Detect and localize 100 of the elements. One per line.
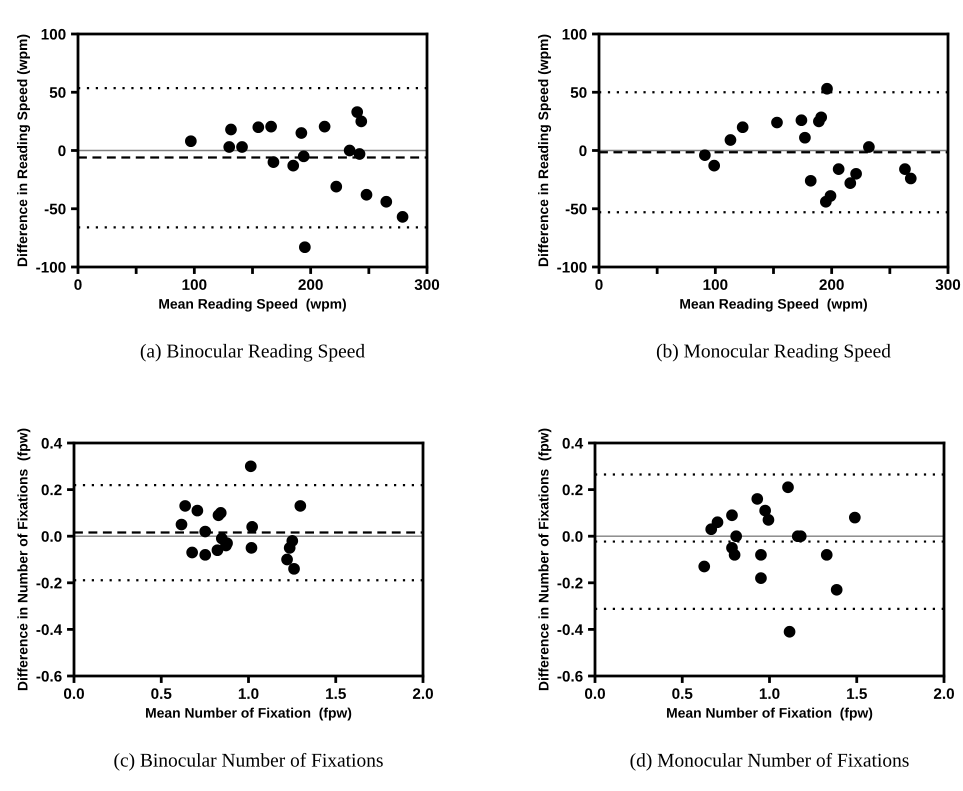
- x-tick-label: 100: [182, 279, 206, 290]
- x-tick-label: 0.5: [672, 688, 692, 700]
- point: [771, 116, 783, 128]
- point: [281, 554, 293, 566]
- point: [850, 168, 862, 180]
- point: [344, 144, 356, 156]
- point: [821, 82, 833, 95]
- point: [863, 141, 875, 153]
- point: [265, 120, 277, 132]
- point: [844, 177, 856, 189]
- point: [268, 156, 280, 168]
- text: (c) Binocular Number of Fixations: [114, 752, 383, 771]
- point: [699, 149, 711, 162]
- point: [212, 544, 224, 556]
- point: [246, 521, 258, 533]
- x-tick-label: 200: [819, 279, 844, 290]
- x-tick-label: 2.0: [934, 688, 954, 700]
- point: [726, 509, 738, 522]
- point: [796, 114, 808, 126]
- x-tick-label: 1.5: [847, 688, 867, 700]
- point: [708, 160, 720, 172]
- point: [354, 148, 366, 160]
- y-tick-label: 0.0: [42, 531, 62, 542]
- y-tick-label: -100: [557, 262, 587, 273]
- y-tick-label: -0.4: [557, 624, 584, 636]
- point: [294, 500, 306, 512]
- y-axis-title: Difference in Reading Speed (wpm): [17, 34, 30, 266]
- x-tick-label: 1.0: [238, 688, 258, 700]
- point: [192, 504, 204, 516]
- y-tick-label: 0.0: [562, 531, 583, 542]
- point: [899, 163, 911, 175]
- point: [755, 572, 767, 584]
- point: [330, 180, 342, 192]
- point: [236, 141, 248, 153]
- y-tick-label: 0: [58, 145, 66, 156]
- point: [730, 530, 742, 542]
- point: [782, 481, 794, 494]
- point: [698, 560, 710, 572]
- x-tick-label: 100: [704, 279, 728, 290]
- point: [246, 542, 258, 554]
- point: [799, 132, 811, 144]
- point: [223, 141, 236, 153]
- point: [804, 174, 817, 187]
- x-tick-label: 0: [74, 279, 82, 290]
- y-tick-label: 0.4: [42, 438, 62, 449]
- y-tick-label: -50: [566, 204, 587, 214]
- point: [176, 518, 188, 530]
- y-tick-label: 100: [562, 28, 587, 40]
- text: (b) Monocular Reading Speed: [656, 344, 891, 362]
- point: [848, 512, 861, 524]
- point: [824, 190, 836, 202]
- point: [728, 548, 740, 561]
- point: [820, 548, 833, 561]
- y-axis-title: Difference in Number of Fixations (fpw): [538, 428, 552, 690]
- point: [288, 562, 300, 575]
- y-axis-title: Difference in Number of Fixations (fpw): [17, 428, 30, 690]
- y-tick-label: 0.2: [42, 484, 62, 496]
- point: [355, 116, 368, 128]
- point: [396, 211, 408, 223]
- point: [784, 626, 796, 638]
- y-tick-label: -0.4: [36, 624, 62, 636]
- y-tick-label: -0.2: [557, 578, 583, 588]
- point: [225, 124, 237, 136]
- point: [762, 514, 774, 526]
- y-axis-title: Difference in Reading Speed (wpm): [538, 34, 552, 266]
- point: [904, 172, 917, 184]
- point: [185, 135, 197, 148]
- text: (a) Binocular Reading Speed: [140, 344, 365, 362]
- x-tick-label: 0.5: [151, 688, 172, 700]
- x-axis-title: Mean Number of Fixation (fpw): [667, 708, 872, 721]
- point: [296, 127, 308, 139]
- point: [299, 241, 311, 254]
- point: [755, 548, 767, 561]
- y-tick-label: -0.6: [36, 670, 62, 682]
- x-tick-label: 0.0: [64, 688, 84, 700]
- y-tick-label: 0: [579, 145, 587, 156]
- point: [832, 163, 844, 175]
- y-tick-label: -0.6: [557, 670, 583, 682]
- point: [712, 516, 724, 528]
- point: [705, 523, 718, 536]
- x-tick-label: 300: [414, 279, 440, 290]
- point: [759, 504, 771, 516]
- point: [214, 507, 227, 519]
- point: [186, 546, 198, 558]
- y-tick-label: -0.2: [36, 578, 62, 588]
- x-tick-label: 0: [595, 279, 603, 290]
- point: [252, 121, 264, 134]
- y-tick-label: 0.4: [562, 438, 584, 449]
- x-tick-label: 2.0: [412, 688, 433, 700]
- point: [318, 120, 330, 132]
- x-tick-label: 1.5: [326, 688, 346, 700]
- point: [199, 526, 212, 538]
- point: [724, 134, 736, 146]
- y-tick-label: 50: [50, 87, 66, 98]
- point: [815, 111, 828, 124]
- y-tick-label: 0.2: [562, 484, 583, 496]
- point: [199, 548, 212, 561]
- point: [286, 535, 298, 547]
- point: [244, 460, 257, 472]
- y-tick-label: 100: [42, 28, 66, 40]
